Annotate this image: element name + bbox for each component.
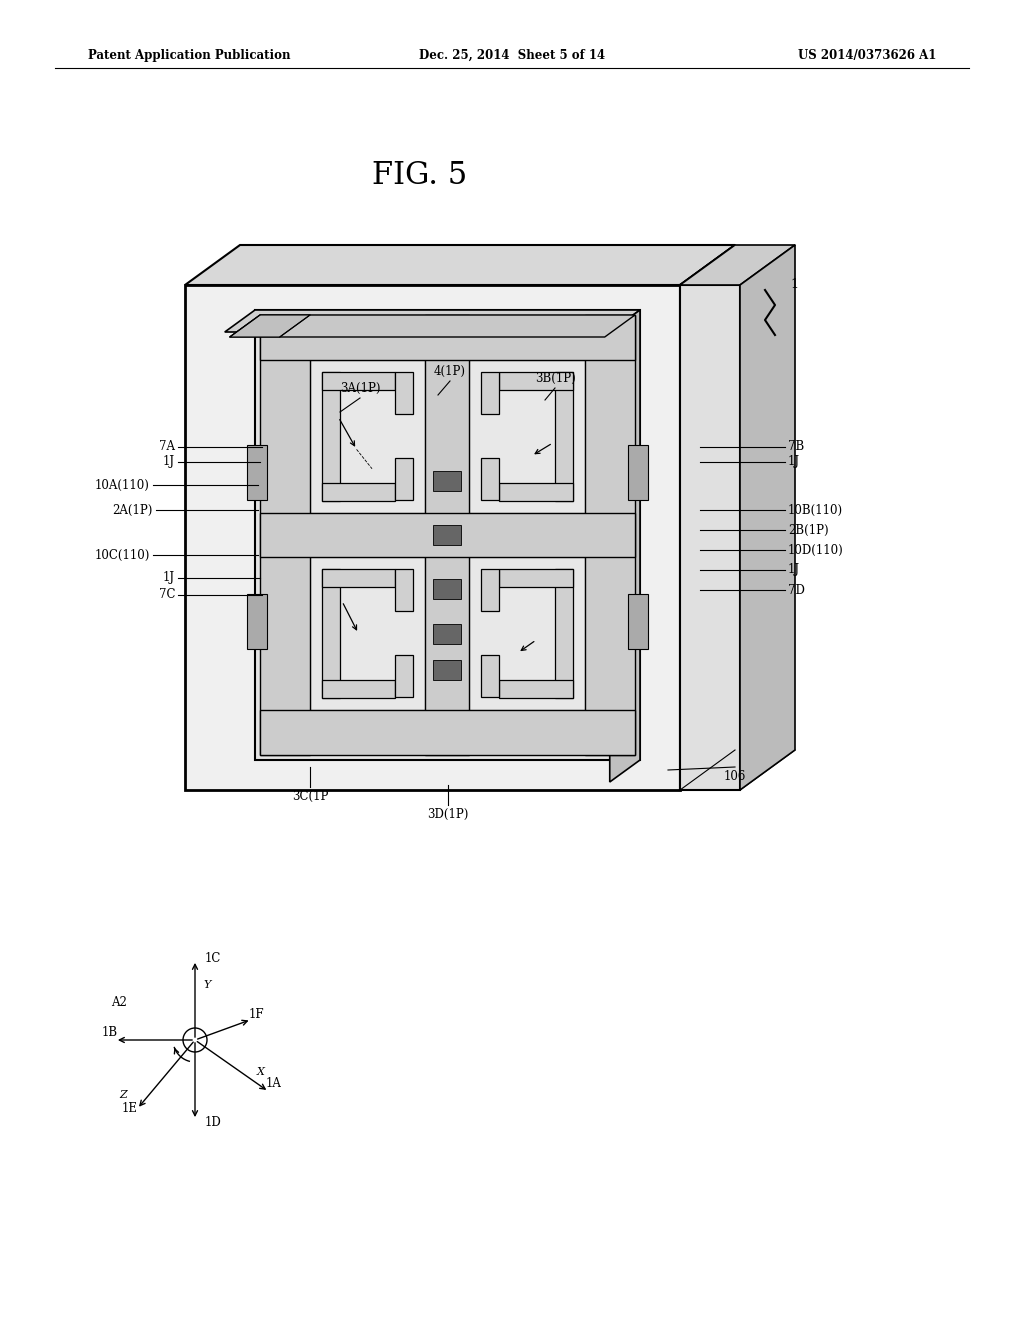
Text: 7A: 7A [159,441,175,454]
Text: A2: A2 [112,995,127,1008]
Polygon shape [433,624,461,644]
Polygon shape [425,315,469,755]
Polygon shape [310,557,425,710]
Polygon shape [185,285,680,789]
Text: 1J: 1J [163,572,175,585]
Text: 1J: 1J [788,455,800,469]
Polygon shape [322,680,395,698]
Polygon shape [322,569,395,587]
Polygon shape [433,471,461,491]
Polygon shape [322,569,340,698]
Polygon shape [395,372,413,414]
Polygon shape [310,360,425,513]
Polygon shape [433,525,461,545]
Text: 3C(1P: 3C(1P [292,789,328,803]
Polygon shape [260,513,635,557]
Text: 7C: 7C [159,589,175,602]
Polygon shape [481,569,499,611]
Text: 1D: 1D [205,1115,221,1129]
Text: 3B(1P): 3B(1P) [535,372,575,385]
Text: 1B: 1B [102,1026,118,1039]
Polygon shape [680,285,740,789]
Polygon shape [469,557,585,710]
Text: 1: 1 [790,279,798,292]
Text: 1F: 1F [249,1008,264,1020]
Polygon shape [322,372,395,389]
Circle shape [183,1028,207,1052]
Polygon shape [322,372,340,502]
Text: US 2014/0373626 A1: US 2014/0373626 A1 [798,49,936,62]
Text: 1A: 1A [266,1077,282,1090]
Polygon shape [555,372,573,502]
Polygon shape [433,579,461,599]
Polygon shape [469,360,585,513]
Polygon shape [481,458,499,500]
Text: 1J: 1J [788,564,800,577]
Text: Dec. 25, 2014  Sheet 5 of 14: Dec. 25, 2014 Sheet 5 of 14 [419,49,605,62]
Polygon shape [499,680,573,698]
Polygon shape [499,569,573,587]
Text: 1E: 1E [121,1102,137,1115]
Polygon shape [481,655,499,697]
Text: 10B(110): 10B(110) [788,503,843,516]
Text: Patent Application Publication: Patent Application Publication [88,49,291,62]
Text: 1J: 1J [163,455,175,469]
Polygon shape [224,310,640,333]
Polygon shape [260,710,635,755]
Text: 7B: 7B [788,441,804,454]
Polygon shape [585,315,635,755]
Polygon shape [247,594,267,648]
Text: 2A(1P): 2A(1P) [113,503,153,516]
Text: FIG. 5: FIG. 5 [373,160,468,190]
Text: Y: Y [203,979,210,990]
Polygon shape [628,445,648,500]
Polygon shape [185,246,735,285]
Polygon shape [229,315,310,337]
Text: Z: Z [119,1090,127,1100]
Polygon shape [395,569,413,611]
Polygon shape [229,315,635,337]
Text: 106: 106 [724,770,746,783]
Text: 10C(110): 10C(110) [94,549,150,561]
Text: 10D(110): 10D(110) [788,544,844,557]
Polygon shape [322,483,395,502]
Text: 4(1P): 4(1P) [434,366,466,378]
Text: 7D: 7D [788,583,805,597]
Polygon shape [255,310,640,760]
Polygon shape [680,246,795,285]
Polygon shape [395,458,413,500]
Polygon shape [740,246,795,789]
Polygon shape [628,594,648,648]
Polygon shape [433,660,461,680]
Polygon shape [499,483,573,502]
Text: 3D(1P): 3D(1P) [427,808,469,821]
Polygon shape [499,372,573,389]
Polygon shape [609,310,640,781]
Polygon shape [260,315,310,755]
Polygon shape [260,315,635,360]
Text: X: X [257,1067,265,1077]
Text: 2B(1P): 2B(1P) [788,524,828,536]
Polygon shape [555,569,573,698]
Text: 10A(110): 10A(110) [95,479,150,491]
Polygon shape [395,655,413,697]
Text: 1C: 1C [205,952,221,965]
Polygon shape [481,372,499,414]
Polygon shape [680,246,735,789]
Polygon shape [247,445,267,500]
Text: 3A(1P): 3A(1P) [340,381,380,395]
